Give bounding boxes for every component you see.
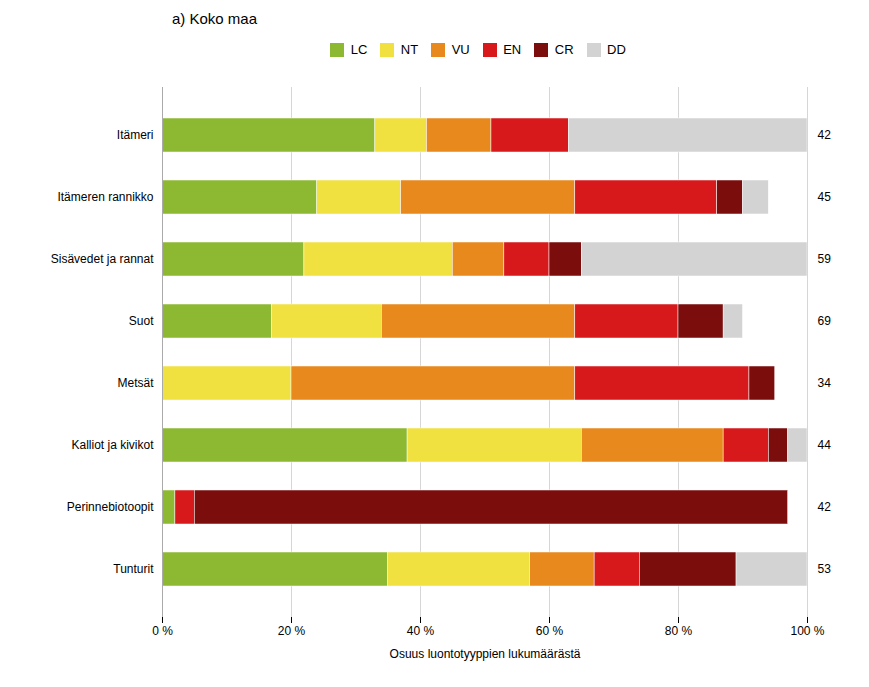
svg-text:69: 69 [818,314,832,328]
html-text:CR: CR [554,42,574,57]
svg-text:40 %: 40 % [407,624,435,638]
svg-text:44: 44 [818,438,832,452]
svg-text:Metsät: Metsät [117,376,154,390]
svg-text:Perinnebiotoopit: Perinnebiotoopit [67,500,154,514]
svg-text:Suot: Suot [129,314,154,328]
html-text:NT: NT [400,42,419,57]
svg-text:20 %: 20 % [278,624,306,638]
svg-text:80 %: 80 % [665,624,693,638]
svg-text:Itämeren rannikko: Itämeren rannikko [57,190,153,204]
svg-text:100 %: 100 % [790,624,824,638]
svg-text:45: 45 [818,190,832,204]
svg-text:Itämeri: Itämeri [117,128,154,142]
svg-text:Sisävedet ja rannat: Sisävedet ja rannat [51,252,154,266]
svg-text:Kalliot ja kivikot: Kalliot ja kivikot [71,438,154,452]
svg-text:60 %: 60 % [536,624,564,638]
svg-text:59: 59 [818,252,832,266]
html-text:VU: VU [451,42,470,57]
svg-text:Osuus luontotyyppien lukumäärä: Osuus luontotyyppien lukumäärästä [390,646,581,660]
svg-text:42: 42 [818,500,832,514]
svg-text:Tunturit: Tunturit [113,562,154,576]
svg-text:34: 34 [818,376,832,390]
html-text:EN: EN [503,42,522,57]
html-text:DD: DD [607,42,626,57]
svg-text:53: 53 [818,562,832,576]
html-text:a) Koko maa: a) Koko maa [172,10,257,27]
svg-text:42: 42 [818,128,832,142]
svg-text:0 %: 0 % [152,624,173,638]
html-text:LC: LC [350,42,368,57]
